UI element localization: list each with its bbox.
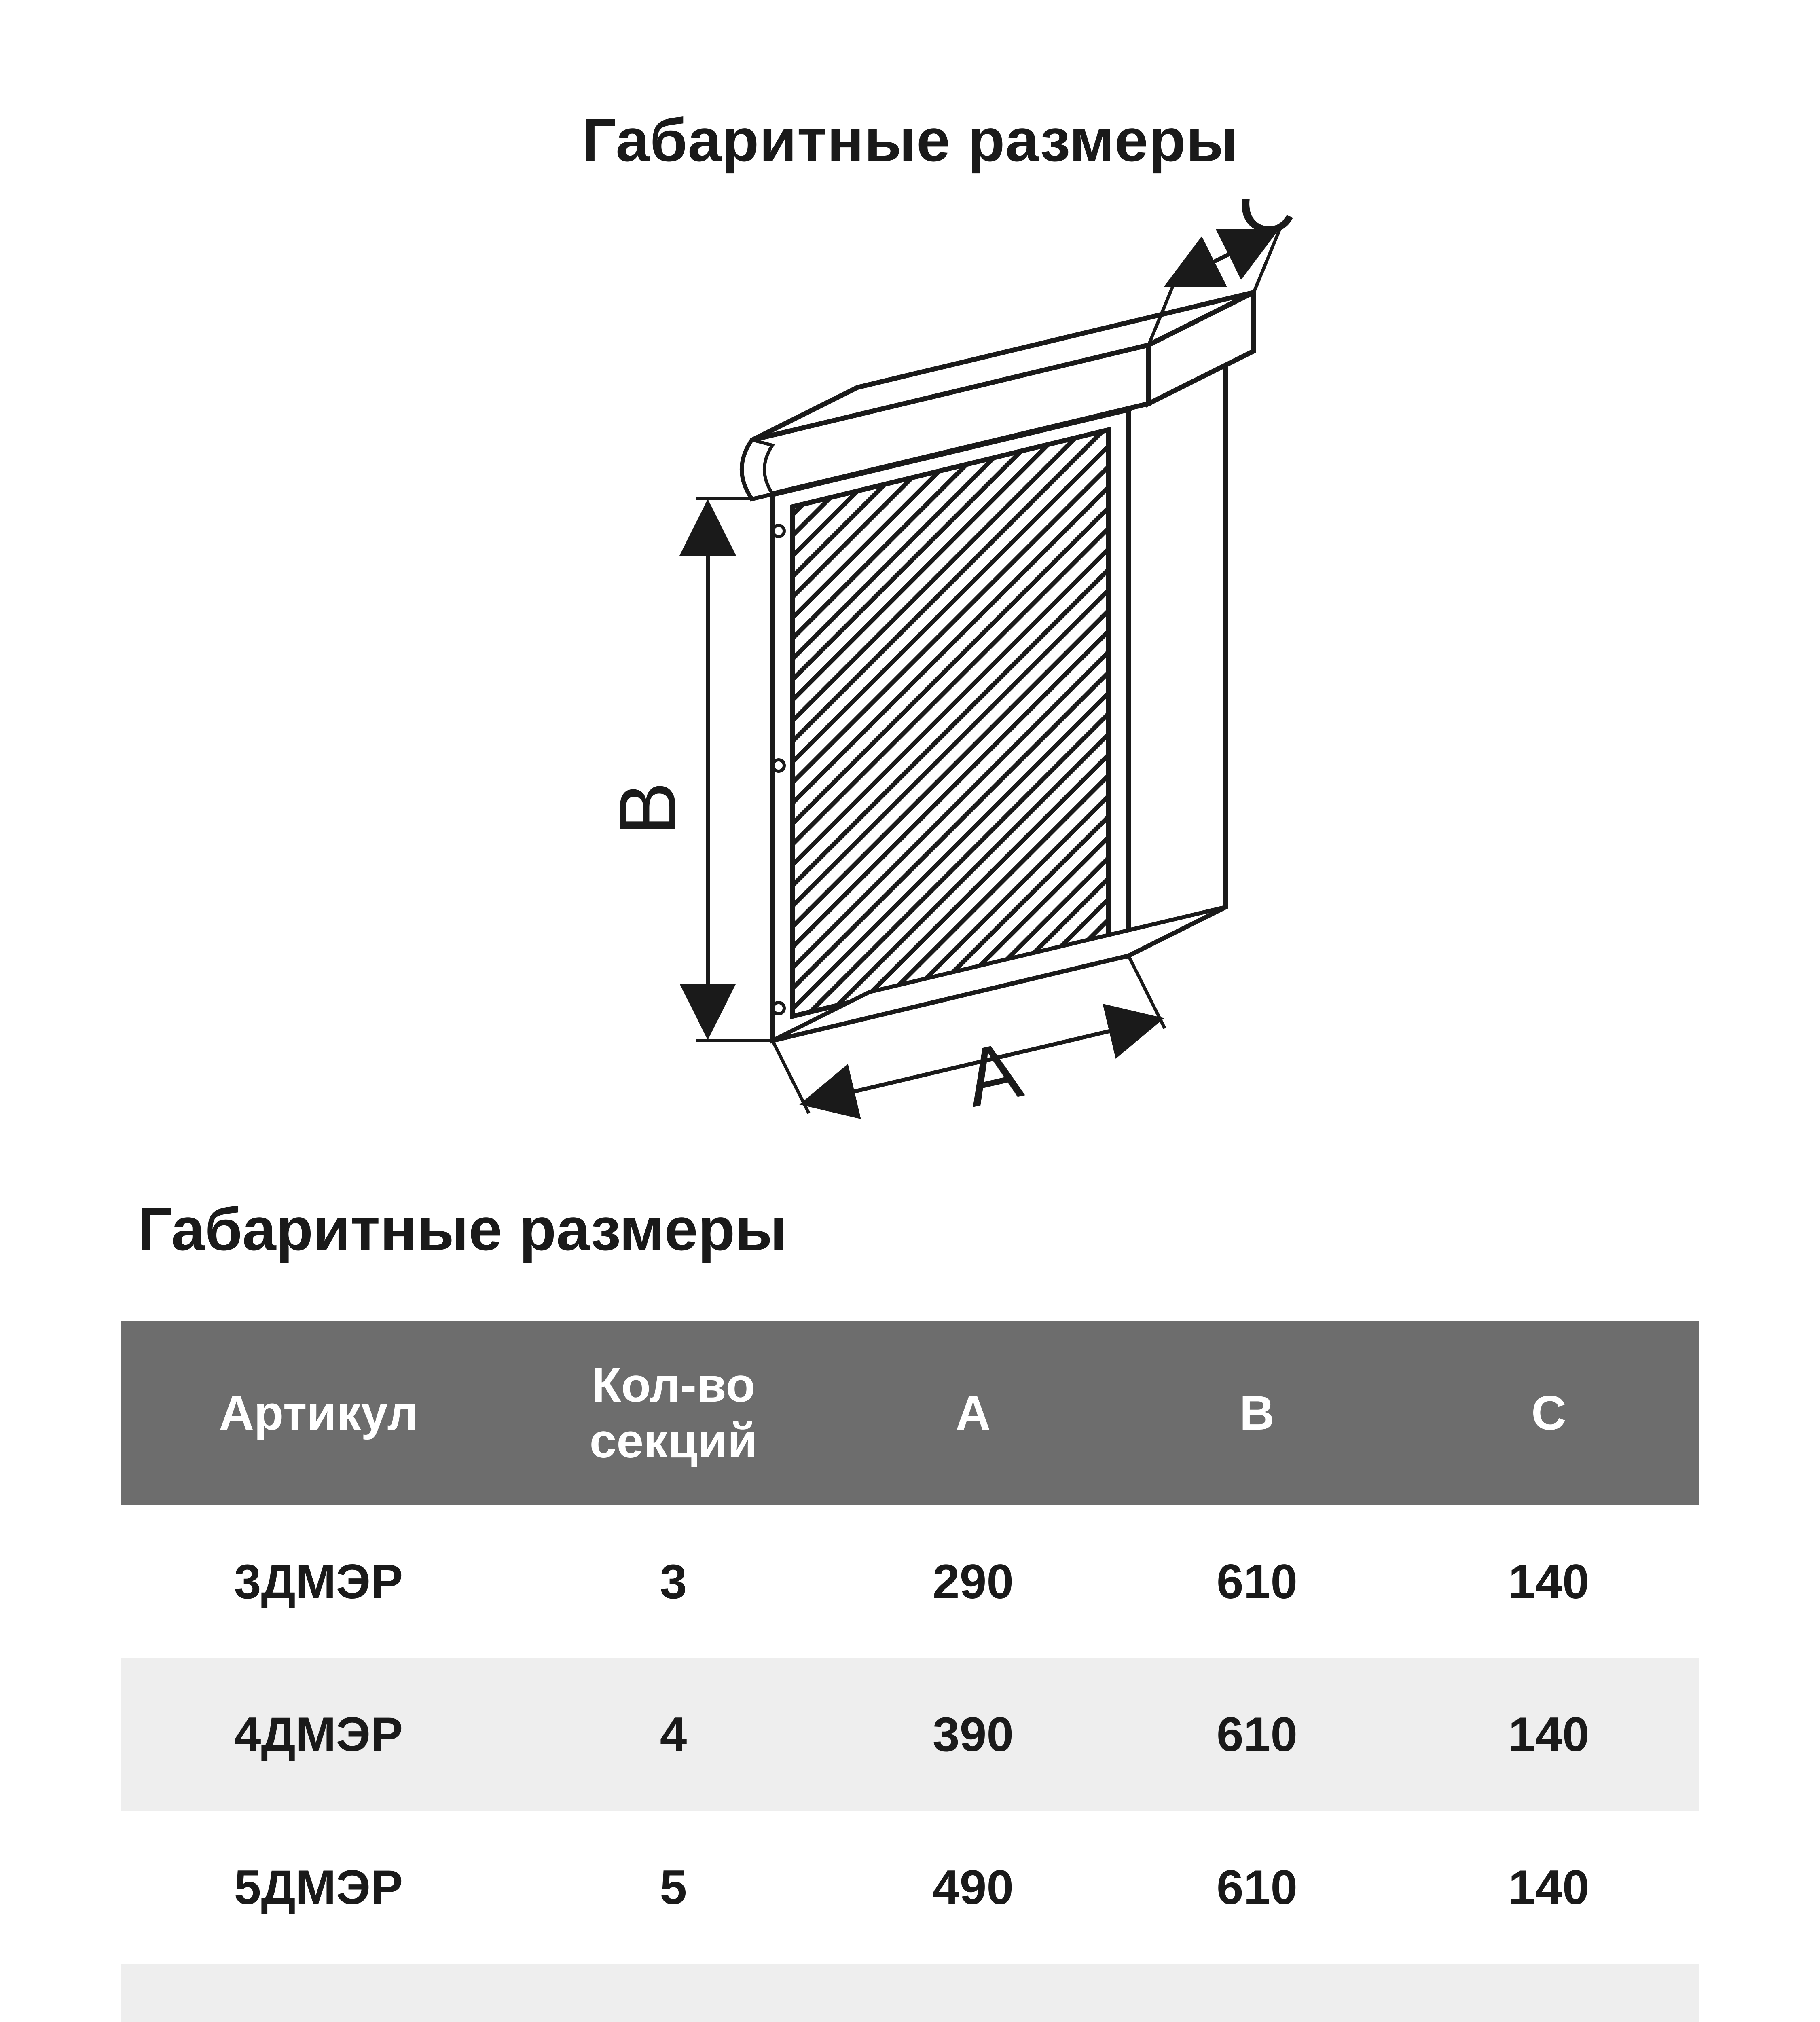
table-header-row: Артикул Кол-восекций A B C — [121, 1321, 1699, 1505]
cell-article: 5ДМЭР — [121, 1811, 516, 1964]
table-row: 5ДМЭР 5 490 610 140 — [121, 1811, 1699, 1964]
cell-c: 140 — [1399, 1964, 1699, 2022]
dimension-diagram: C B A — [384, 199, 1436, 1170]
cell-c: 140 — [1399, 1811, 1699, 1964]
cell-b: 610 — [1115, 1505, 1399, 1658]
cell-sections: 5 — [516, 1811, 831, 1964]
dim-label-c: C — [1238, 199, 1296, 249]
dim-label-a: A — [957, 1024, 1030, 1124]
dim-label-b: B — [603, 782, 693, 835]
cell-a: 490 — [831, 1811, 1115, 1964]
col-header-sections: Кол-восекций — [516, 1321, 831, 1505]
cell-sections: 4 — [516, 1658, 831, 1811]
cell-a: 390 — [831, 1658, 1115, 1811]
table-row: 3ДМЭР 3 290 610 140 — [121, 1505, 1699, 1658]
table-title: Габаритные размеры — [121, 1194, 1699, 1264]
col-header-article: Артикул — [121, 1321, 516, 1505]
col-header-a: A — [831, 1321, 1115, 1505]
cell-a: 590 — [831, 1964, 1115, 2022]
cell-sections: 3 — [516, 1505, 831, 1658]
cell-b: 610 — [1115, 1964, 1399, 2022]
cell-article: 4ДМЭР — [121, 1658, 516, 1811]
col-header-b: B — [1115, 1321, 1399, 1505]
cell-sections: 6 — [516, 1964, 831, 2022]
cell-c: 140 — [1399, 1505, 1699, 1658]
col-header-c: C — [1399, 1321, 1699, 1505]
cell-a: 290 — [831, 1505, 1115, 1658]
cell-b: 610 — [1115, 1658, 1399, 1811]
cell-c: 140 — [1399, 1658, 1699, 1811]
cell-b: 610 — [1115, 1811, 1399, 1964]
table-row: 6ДМЭР 6 590 610 140 — [121, 1964, 1699, 2022]
table-row: 4ДМЭР 4 390 610 140 — [121, 1658, 1699, 1811]
dimensions-table: Артикул Кол-восекций A B C 3ДМЭР 3 290 6… — [121, 1321, 1699, 2022]
cell-article: 6ДМЭР — [121, 1964, 516, 2022]
page-title: Габаритные размеры — [582, 105, 1238, 175]
cell-article: 3ДМЭР — [121, 1505, 516, 1658]
